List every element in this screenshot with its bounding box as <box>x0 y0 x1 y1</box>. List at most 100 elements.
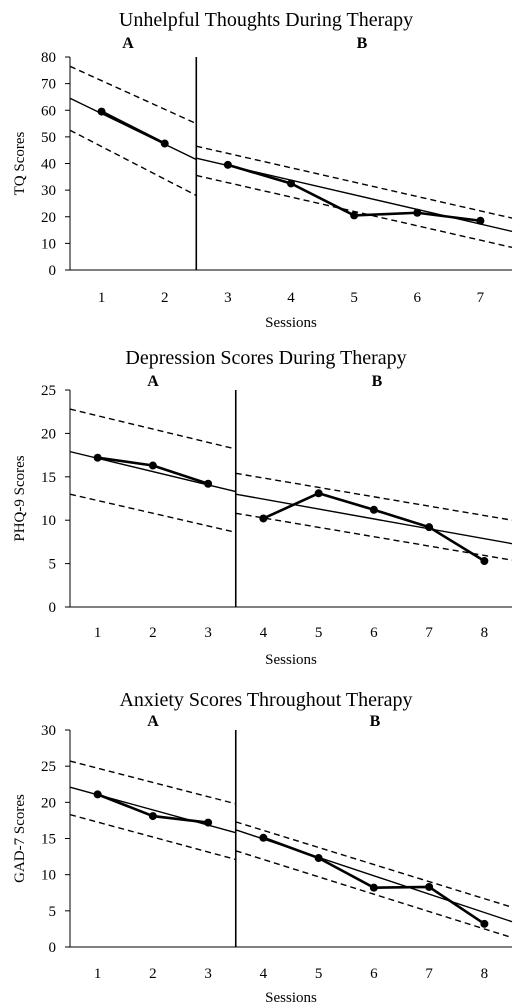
phase-b-band-line <box>235 821 513 908</box>
x-tick-label: 5 <box>315 625 323 641</box>
phase-b-trend-line <box>235 493 513 545</box>
x-tick-label: 7 <box>425 625 433 641</box>
data-point <box>350 211 359 220</box>
x-tick-label: 6 <box>414 290 422 306</box>
x-axis-label: Sessions <box>265 315 317 331</box>
y-axis-label: TQ Scores <box>12 131 28 195</box>
y-tick-label: 40 <box>41 157 56 173</box>
data-point <box>314 854 323 863</box>
phase-a-band-line <box>69 408 236 450</box>
x-tick-label: 4 <box>260 966 268 982</box>
data-point <box>259 514 268 523</box>
x-tick-label: 2 <box>149 966 157 982</box>
chart-panel-3: Anxiety Scores Throughout Therapy A B GAD-7… <box>12 689 513 1006</box>
x-tick-label: 1 <box>94 966 102 982</box>
y-tick-label: 80 <box>41 50 56 66</box>
x-tick-label: 3 <box>204 966 212 982</box>
data-point <box>148 812 157 821</box>
data-point <box>425 882 434 891</box>
phase-a-band-line <box>69 760 236 805</box>
phase-label-a: A <box>147 373 159 390</box>
y-tick-label: 15 <box>41 832 56 848</box>
chart-panel-2: Depression Scores During Therapy A B PHQ-9 … <box>12 347 513 668</box>
phase-b-band-line <box>235 850 513 939</box>
data-point <box>204 818 213 827</box>
chart-title: Anxiety Scores Throughout Therapy <box>119 689 412 711</box>
x-tick-label: 7 <box>477 290 485 306</box>
y-axis-label: GAD-7 Scores <box>12 794 28 883</box>
y-tick-label: 0 <box>49 600 57 616</box>
x-tick-label: 6 <box>370 966 378 982</box>
chart-panel-1: Unhelpful Thoughts During Therapy A B TQ Sc… <box>12 9 513 331</box>
x-tick-label: 8 <box>481 625 489 641</box>
x-tick-label: 7 <box>425 966 433 982</box>
series-line-phase-b <box>262 836 486 925</box>
y-tick-label: 10 <box>41 868 56 884</box>
x-tick-label: 3 <box>224 290 232 306</box>
phase-label-b: B <box>370 713 381 730</box>
x-tick-label: 1 <box>94 625 102 641</box>
x-tick-label: 6 <box>370 625 378 641</box>
series-line-phase-a <box>100 110 166 145</box>
data-point <box>314 489 323 498</box>
x-axis-label: Sessions <box>265 990 317 1006</box>
y-axis-label: PHQ-9 Scores <box>12 455 28 541</box>
y-tick-label: 25 <box>41 383 56 399</box>
y-tick-label: 15 <box>41 470 56 486</box>
data-point <box>369 883 378 892</box>
x-tick-label: 4 <box>260 625 268 641</box>
y-tick-label: 30 <box>41 183 56 199</box>
phase-b-band-line <box>235 512 513 561</box>
data-point <box>97 107 106 116</box>
x-tick-label: 2 <box>149 625 157 641</box>
data-point <box>480 919 489 928</box>
data-point <box>204 479 213 488</box>
data-point <box>476 216 485 225</box>
y-tick-label: 60 <box>41 103 56 119</box>
data-point <box>93 790 102 799</box>
data-point <box>259 833 268 842</box>
data-point <box>287 179 295 188</box>
x-tick-label: 2 <box>161 290 169 306</box>
x-tick-label: 8 <box>481 966 489 982</box>
data-point <box>160 139 169 148</box>
y-tick-label: 10 <box>41 236 56 252</box>
phase-a-band-line <box>69 65 197 125</box>
chart-title: Unhelpful Thoughts During Therapy <box>119 9 413 31</box>
phase-label-b: B <box>372 373 383 390</box>
x-tick-label: 4 <box>287 290 295 306</box>
phase-label-a: A <box>147 713 159 730</box>
x-tick-label: 5 <box>315 966 323 982</box>
phase-b-band-line <box>235 472 513 521</box>
data-point <box>93 453 102 462</box>
data-point <box>223 160 232 169</box>
phase-label-b: B <box>357 35 368 52</box>
phase-a-band-line <box>69 493 236 534</box>
phase-label-a: A <box>122 35 134 52</box>
chart-title: Depression Scores During Therapy <box>125 347 406 369</box>
x-tick-label: 3 <box>204 625 212 641</box>
series-line-phase-b <box>262 491 486 563</box>
phase-a-band-line <box>69 813 236 861</box>
y-tick-label: 5 <box>49 904 57 920</box>
y-tick-label: 70 <box>41 77 56 93</box>
y-tick-label: 50 <box>41 130 56 146</box>
x-tick-label: 1 <box>98 290 106 306</box>
phase-b-band-line <box>196 145 513 219</box>
data-point <box>413 208 422 217</box>
y-tick-label: 5 <box>49 557 57 573</box>
data-point <box>480 556 489 565</box>
data-point <box>369 505 378 514</box>
y-tick-label: 25 <box>41 759 56 775</box>
y-tick-label: 30 <box>41 723 56 739</box>
data-point <box>425 523 434 532</box>
y-tick-label: 20 <box>41 210 56 226</box>
x-tick-label: 5 <box>350 290 358 306</box>
data-point <box>148 461 157 470</box>
y-tick-label: 20 <box>41 795 56 811</box>
phase-a-band-line <box>69 129 197 197</box>
y-tick-label: 0 <box>49 940 57 956</box>
x-axis-label: Sessions <box>265 652 317 668</box>
y-tick-label: 20 <box>41 426 56 442</box>
